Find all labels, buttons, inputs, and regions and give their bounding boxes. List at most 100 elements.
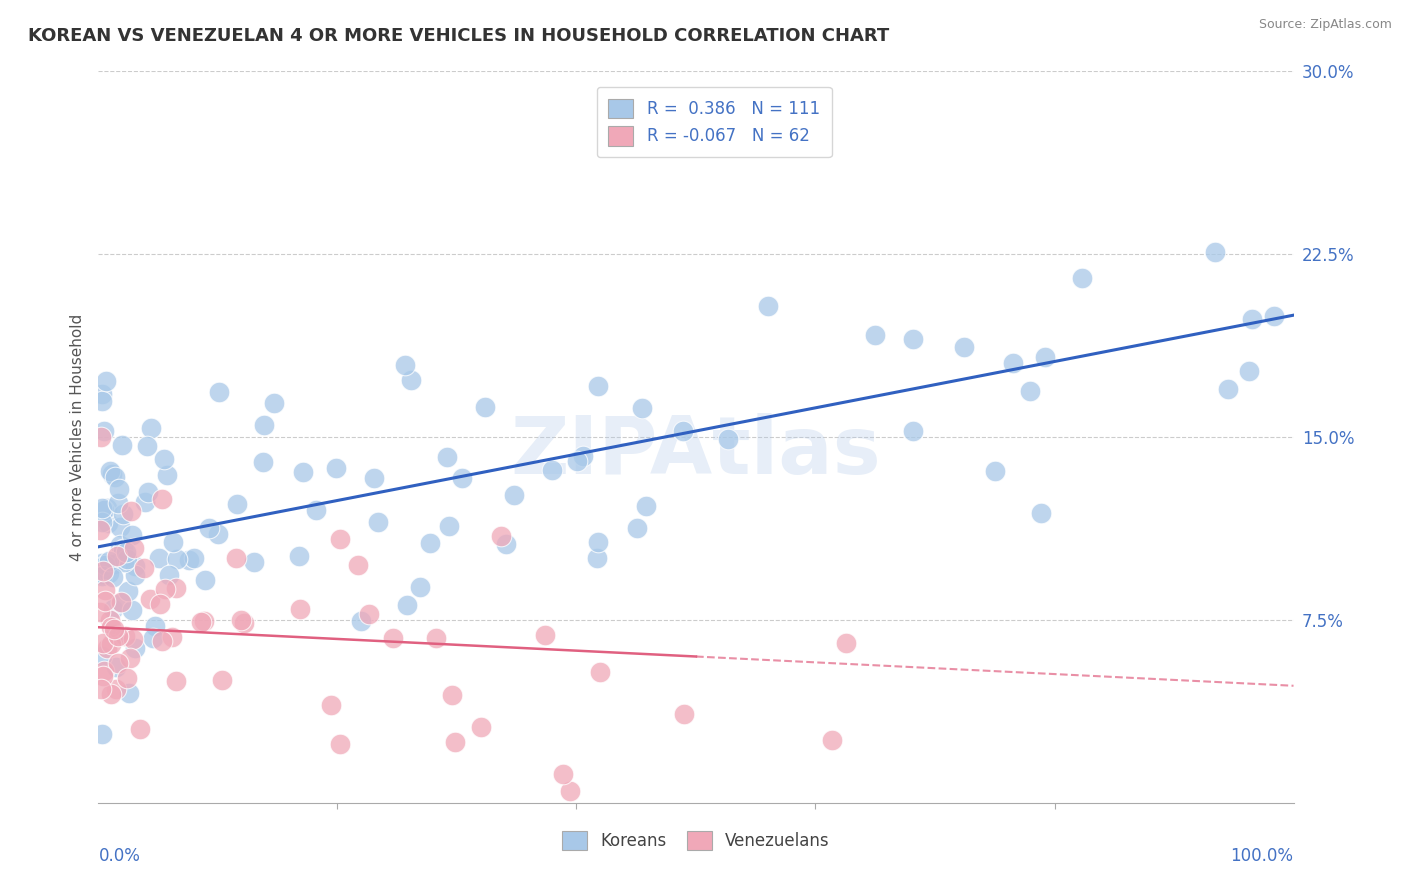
Point: [165, 581, 187, 595]
Point: [207, 527, 229, 541]
Point: [148, 551, 170, 566]
Point: [94, 558, 117, 572]
Point: [821, 733, 844, 747]
Point: [321, 698, 343, 712]
Point: [395, 598, 418, 612]
Point: [636, 499, 658, 513]
Point: [94, 593, 117, 607]
Point: [1240, 312, 1263, 326]
Point: [367, 515, 389, 529]
Point: [136, 484, 159, 499]
Point: [225, 551, 247, 566]
Point: [150, 492, 173, 507]
Point: [588, 665, 610, 679]
Point: [91, 565, 114, 579]
Y-axis label: 4 or more Vehicles in Household: 4 or more Vehicles in Household: [69, 313, 84, 561]
Point: [97, 554, 120, 568]
Point: [571, 449, 593, 463]
Point: [115, 552, 138, 566]
Point: [984, 464, 1007, 478]
Point: [166, 552, 188, 566]
Point: [953, 340, 976, 354]
Point: [558, 783, 581, 797]
Point: [122, 632, 145, 646]
Text: KOREAN VS VENEZUELAN 4 OR MORE VEHICLES IN HOUSEHOLD CORRELATION CHART: KOREAN VS VENEZUELAN 4 OR MORE VEHICLES …: [28, 27, 890, 45]
Point: [165, 673, 187, 688]
Point: [551, 766, 574, 780]
Point: [541, 463, 564, 477]
Point: [93, 503, 115, 517]
Point: [419, 536, 441, 550]
Point: [93, 669, 115, 683]
Point: [672, 706, 695, 721]
Point: [90, 430, 112, 444]
Point: [441, 688, 464, 702]
Point: [107, 629, 129, 643]
Point: [91, 556, 114, 570]
Point: [586, 550, 609, 565]
Point: [91, 636, 114, 650]
Point: [91, 515, 114, 529]
Point: [211, 673, 233, 688]
Point: [470, 720, 492, 734]
Text: 0.0%: 0.0%: [98, 847, 141, 864]
Text: 100.0%: 100.0%: [1230, 847, 1294, 864]
Point: [190, 615, 212, 629]
Point: [101, 467, 124, 481]
Point: [1071, 271, 1094, 285]
Point: [91, 394, 114, 409]
Point: [89, 605, 111, 619]
Point: [98, 566, 121, 580]
Point: [208, 384, 231, 399]
Point: [110, 595, 132, 609]
Point: [252, 417, 274, 432]
Point: [94, 374, 117, 388]
Point: [231, 614, 253, 628]
Point: [226, 497, 249, 511]
Point: [756, 299, 779, 313]
Point: [565, 454, 588, 468]
Text: ZIPAtlas: ZIPAtlas: [510, 413, 882, 491]
Point: [329, 737, 352, 751]
Point: [489, 529, 512, 543]
Point: [409, 580, 432, 594]
Point: [155, 582, 177, 597]
Point: [626, 521, 648, 535]
Point: [139, 421, 162, 435]
Point: [120, 651, 142, 665]
Point: [863, 328, 886, 343]
Point: [115, 672, 138, 686]
Point: [136, 439, 159, 453]
Point: [586, 535, 609, 549]
Point: [98, 613, 121, 627]
Point: [1029, 506, 1052, 520]
Point: [1033, 350, 1056, 364]
Point: [111, 438, 134, 452]
Point: [104, 660, 127, 674]
Point: [124, 567, 146, 582]
Point: [149, 597, 172, 611]
Point: [90, 681, 112, 696]
Point: [263, 396, 285, 410]
Point: [122, 541, 145, 555]
Point: [150, 634, 173, 648]
Point: [108, 482, 131, 496]
Point: [901, 332, 924, 346]
Point: [350, 614, 373, 628]
Point: [93, 664, 115, 678]
Point: [835, 636, 858, 650]
Point: [103, 557, 125, 571]
Point: [118, 686, 141, 700]
Point: [107, 549, 129, 563]
Point: [177, 553, 200, 567]
Point: [104, 469, 127, 483]
Point: [91, 727, 114, 741]
Text: Source: ZipAtlas.com: Source: ZipAtlas.com: [1258, 18, 1392, 31]
Point: [292, 465, 315, 479]
Point: [290, 602, 312, 616]
Point: [129, 722, 152, 736]
Point: [89, 523, 111, 537]
Point: [91, 567, 114, 582]
Point: [305, 502, 328, 516]
Point: [117, 583, 139, 598]
